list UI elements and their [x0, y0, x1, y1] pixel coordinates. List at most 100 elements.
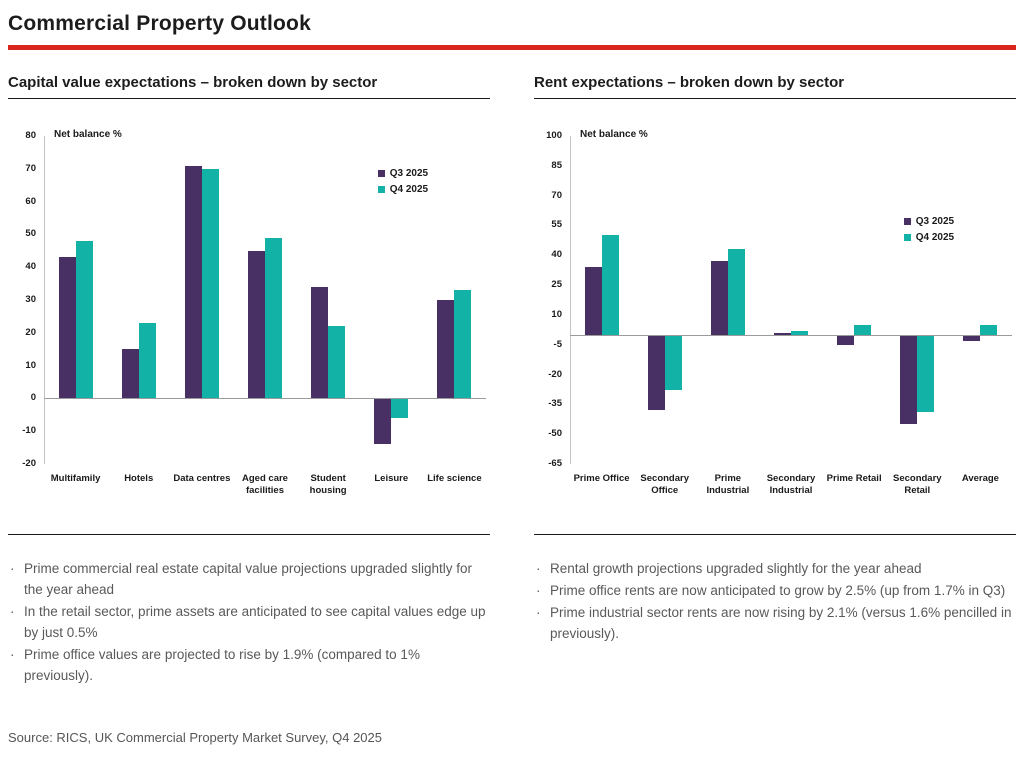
bar-q4-2025	[328, 326, 346, 399]
category-label: Secondary Office	[640, 473, 689, 497]
legend-item: Q3 2025	[377, 168, 429, 179]
y-tick-label: 10	[551, 308, 562, 320]
category-label: Aged care facilities	[242, 473, 288, 497]
legend: Q3 2025 Q4 2025	[377, 168, 429, 200]
bullet-item: · Rental growth projections upgraded slig…	[534, 559, 1016, 580]
y-tick-label: 70	[25, 162, 36, 174]
legend-swatch-q3-2025	[903, 218, 911, 225]
y-tick-label: -20	[548, 368, 562, 380]
y-tick-label: 40	[25, 261, 36, 273]
bullet-marker: ·	[536, 561, 541, 576]
bar-q4-2025	[854, 324, 872, 335]
capital-value-section: Capital value expectations – broken down…	[8, 74, 490, 688]
y-tick-label: -50	[548, 428, 562, 440]
bar-q3-2025	[121, 349, 139, 399]
y-tick-label: 20	[25, 326, 36, 338]
bar-q3-2025	[647, 334, 665, 411]
category-label: Multifamily	[50, 473, 101, 484]
bullet-marker: ·	[10, 603, 15, 619]
bar-q4-2025	[75, 240, 93, 399]
bullet-text: Prime office values are projected to ris…	[24, 646, 420, 683]
bar-q3-2025	[900, 334, 918, 425]
bullet-text: In the retail sector, prime assets are a…	[24, 603, 486, 640]
bullet-marker: ·	[10, 561, 15, 576]
y-tick-label: 100	[546, 130, 562, 141]
legend-swatch-q3-2025	[377, 170, 385, 177]
bar-q3-2025	[374, 398, 392, 445]
bar-q3-2025	[837, 334, 855, 345]
category-label: Average	[961, 473, 999, 484]
capital-value-bullets: · Prime commercial real estate capital va…	[8, 559, 490, 687]
legend-item: Q3 2025	[903, 216, 955, 227]
capital-value-chart: 80 70 60 50 40 30 20 10 0 -10 -20 Net balance % Mult…	[8, 124, 490, 528]
bar-q4-2025	[791, 330, 808, 335]
bullet-item: · Prime office rents are now anticipated …	[534, 581, 1016, 602]
y-tick-label: 10	[25, 359, 36, 371]
category-label: Student housing	[309, 473, 347, 497]
bar-q3-2025	[248, 250, 265, 399]
bar-q4-2025	[454, 290, 472, 399]
section-divider	[534, 534, 1016, 535]
y-tick-label: 0	[30, 392, 36, 404]
bar-q3-2025	[963, 334, 981, 341]
bar-q3-2025	[584, 267, 602, 335]
y-tick-label: 55	[551, 219, 562, 231]
bar-q3-2025	[710, 261, 728, 335]
y-axis-line	[44, 136, 45, 464]
legend-label: Q3 2025	[389, 168, 429, 179]
page-title: Commercial Property Outlook	[8, 12, 311, 35]
rent-section: Rent expectations – broken down by secto…	[534, 74, 1016, 688]
source-note: Source: RICS, UK Commercial Property Mar…	[8, 730, 382, 745]
bullet-marker: ·	[536, 604, 541, 620]
y-axis-line	[570, 136, 571, 464]
report-header: Commercial Property Outlook	[0, 0, 1024, 36]
category-label: Prime Retail	[826, 473, 882, 484]
section-divider	[8, 534, 490, 535]
legend-swatch-q4-2025	[903, 234, 911, 241]
x-axis-line	[570, 335, 1012, 336]
y-tick-label: -5	[553, 338, 562, 350]
y-tick-label: -10	[22, 425, 36, 437]
bar-q4-2025	[265, 237, 282, 399]
category-label: Life science	[427, 473, 482, 484]
legend: Q3 2025 Q4 2025	[903, 216, 955, 248]
y-tick-label: 40	[551, 249, 562, 261]
y-tick-label: 70	[551, 189, 562, 201]
y-tick-label: 85	[551, 159, 562, 171]
category-label: Data centres	[173, 473, 231, 484]
rent-bullets: · Rental growth projections upgraded slig…	[534, 559, 1016, 645]
category-label: Prime Office	[573, 473, 630, 484]
bar-q3-2025	[437, 300, 455, 399]
category-label: Hotels	[124, 473, 154, 484]
category-label: Secondary Industrial	[766, 473, 816, 497]
x-axis-line	[44, 398, 486, 399]
bullet-item: · Prime office values are projected to ri…	[8, 645, 490, 687]
bar-q3-2025	[774, 332, 791, 335]
bar-q4-2025	[391, 398, 409, 419]
bullet-marker: ·	[10, 646, 15, 662]
bullet-text: Prime industrial sector rents are now ri…	[550, 604, 1012, 641]
legend-label: Q3 2025	[915, 216, 955, 227]
bar-q4-2025	[138, 322, 156, 399]
bar-q4-2025	[601, 235, 619, 335]
y-tick-label: 30	[25, 294, 36, 305]
y-axis-title: Net balance %	[580, 129, 648, 140]
bullet-item: · In the retail sector, prime assets are …	[8, 602, 490, 644]
category-label: Leisure	[374, 473, 409, 484]
section-title-rents: Rent expectations – broken down by secto…	[534, 74, 1016, 99]
legend-item: Q4 2025	[903, 232, 954, 243]
category-label: Secondary Retail	[892, 473, 942, 497]
bar-q4-2025	[201, 168, 219, 399]
bar-q4-2025	[917, 334, 935, 413]
rent-chart: 100 85 70 55 40 25 10 -5 -20 -35 -50 -65 Net balance…	[534, 124, 1016, 528]
y-tick-label: 25	[551, 279, 562, 291]
legend-item: Q4 2025	[377, 184, 428, 195]
y-tick-label: 50	[25, 228, 36, 240]
y-tick-label: -20	[22, 458, 36, 469]
section-title-capital-values: Capital value expectations – broken down…	[8, 74, 490, 99]
two-column-layout: Capital value expectations – broken down…	[0, 50, 1024, 688]
bar-q4-2025	[980, 324, 998, 335]
bullet-marker: ·	[536, 582, 541, 598]
y-tick-label: -35	[548, 398, 562, 410]
